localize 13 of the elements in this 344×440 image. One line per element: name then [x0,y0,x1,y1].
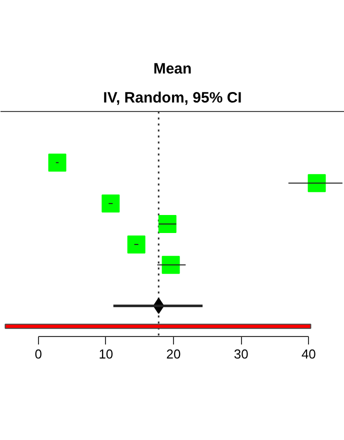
x-tick-label: 20 [166,346,181,362]
chart-subtitle: IV, Random, 95% CI [103,90,242,106]
point [127,235,146,254]
x-tick-label: 30 [234,346,248,362]
point [158,215,176,233]
point [162,256,180,274]
point [308,174,326,192]
x-tick-label: 40 [301,346,316,362]
x-tick-label: 0 [34,346,42,362]
chart-title: Mean [153,60,192,78]
x-tick-label: 10 [98,346,114,362]
point [102,194,120,213]
point [48,154,66,172]
